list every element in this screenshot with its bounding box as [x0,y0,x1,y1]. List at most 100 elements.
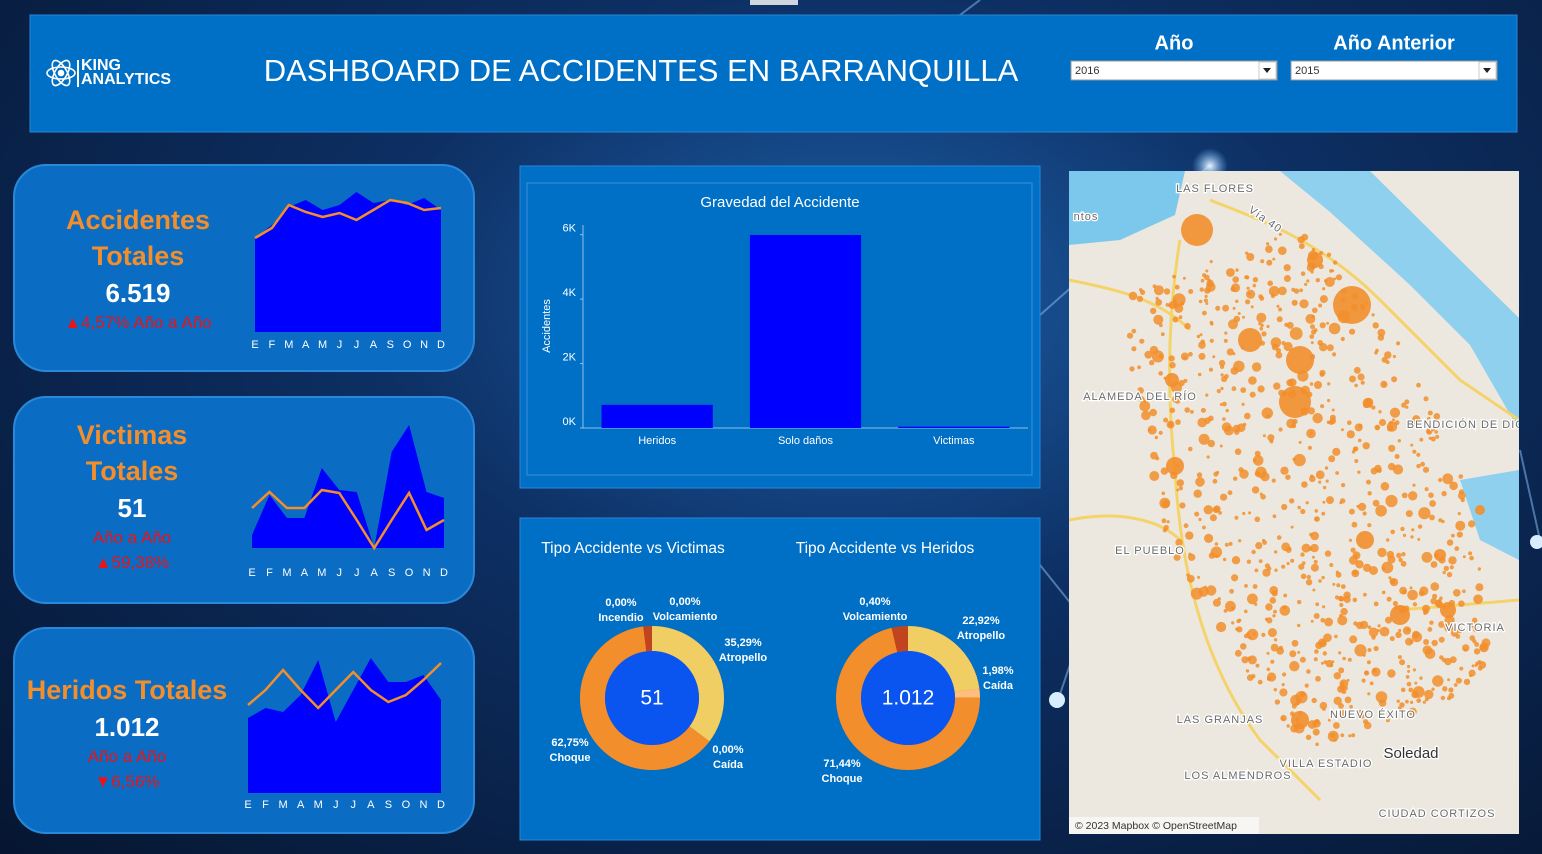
dropdown-arrow[interactable] [1483,68,1491,73]
accident-dot [1244,609,1248,614]
accident-dot [1388,576,1392,580]
filter-dropdown[interactable]: 2016 [1070,60,1278,81]
month-label: O [403,339,412,351]
accident-dot [1279,605,1291,616]
accident-dot [1326,496,1334,505]
month-label: S [387,339,394,351]
accident-dots [1126,214,1491,747]
accident-dot [1325,659,1333,668]
accident-dot [1449,481,1458,491]
slice-name: Caída [983,680,1014,692]
accident-dot [1251,549,1256,555]
accident-dot [1378,410,1382,414]
accident-dot [1222,401,1227,407]
bar-chart-title: Gravedad del Accidente [700,194,859,211]
accident-dot [1276,304,1280,308]
accident-dot [1344,696,1352,704]
month-label: O [402,799,411,811]
accident-dot [1299,691,1306,698]
accident-dot [1131,328,1137,334]
accident-dot [1305,579,1313,586]
kpi-text: Heridos Totales 1.012 Año a Año ▼6,56% [2,672,252,792]
map-label: BENDICIÓN DE DIOS [1407,418,1533,431]
accident-dot [1354,383,1358,388]
accident-dot [1220,373,1224,377]
accident-dot [1228,319,1238,330]
filter-dropdown[interactable]: 2015 [1290,60,1498,81]
accident-dot [1272,257,1276,261]
slice-value-label: 0,00% [605,597,636,609]
accident-dot [1285,547,1292,553]
accident-dot [1329,269,1333,273]
map-attribution: © 2023 Mapbox © OpenStreetMap [1075,820,1237,832]
accident-dot [1299,288,1303,293]
accident-dot [1405,675,1410,679]
month-label: M [284,339,293,351]
accident-dot [1336,583,1341,588]
accident-dot [1448,687,1454,693]
accident-dot [1305,734,1312,740]
accident-dot [1231,283,1241,293]
accident-dot [1340,733,1345,738]
accident-dot [1469,555,1474,561]
accident-dot [1256,312,1267,323]
accident-dot [1301,481,1308,488]
accident-dot [1430,597,1437,605]
accident-dot [1441,490,1447,497]
filter-label: Año Anterior [1333,32,1455,54]
logo-orbit [51,59,71,87]
accident-dot [1361,678,1366,683]
accident-dot [1278,246,1287,255]
accident-dot [1401,552,1406,557]
dropdown-box[interactable] [1290,60,1498,81]
logo-text: ANALYTICS [81,71,171,88]
accident-dot [1416,382,1421,388]
accident-dot [1477,665,1483,671]
accident-dot [1165,303,1170,307]
accident-dot [1351,450,1356,454]
donut-slice [580,626,710,770]
kpi-change: ▲4,57% Año a Año [64,313,212,332]
dropdown-value[interactable]: 2016 [1075,65,1099,77]
dropdown-value[interactable]: 2015 [1295,65,1319,77]
dropdown-arrow[interactable] [1263,68,1271,73]
accident-dot [1423,612,1427,615]
accident-dot [1347,657,1352,662]
accident-dot [1204,294,1208,298]
accident-dot [1329,563,1334,567]
accident-dot [1185,531,1194,540]
top-handle [750,0,798,5]
accident-dot [1258,559,1263,563]
accident-dot [1254,602,1258,607]
accident-dot [1218,511,1222,515]
accident-dot [1313,657,1318,662]
accident-dot [1204,417,1211,425]
accident-dot [1224,374,1229,379]
accident-dot [1238,467,1244,473]
accident-dot [1335,274,1343,281]
accident-dot [1128,291,1138,301]
accident-dot [1412,449,1417,454]
accident-dot [1212,478,1218,484]
dropdown-box[interactable] [1070,60,1278,81]
accident-dot [1377,328,1386,337]
accident-dot [1475,661,1479,666]
map-water [1460,470,1519,560]
accident-dot [1272,514,1277,519]
kpi-value: 1.012 [94,712,160,742]
accident-dot [1291,639,1299,647]
accident-dot [1163,417,1169,423]
accident-dot [1412,630,1420,639]
accident-dot [1148,428,1152,432]
accident-dot [1396,552,1402,559]
accident-dot [1207,288,1211,292]
accident-dot [1407,589,1418,601]
accident-dot [1396,341,1401,346]
accident-dot [1430,436,1436,442]
accident-dot [1301,543,1311,553]
accident-dot [1228,541,1233,546]
accident-dot [1319,295,1328,304]
accident-dot [1160,467,1169,475]
accident-dot [1205,269,1209,273]
